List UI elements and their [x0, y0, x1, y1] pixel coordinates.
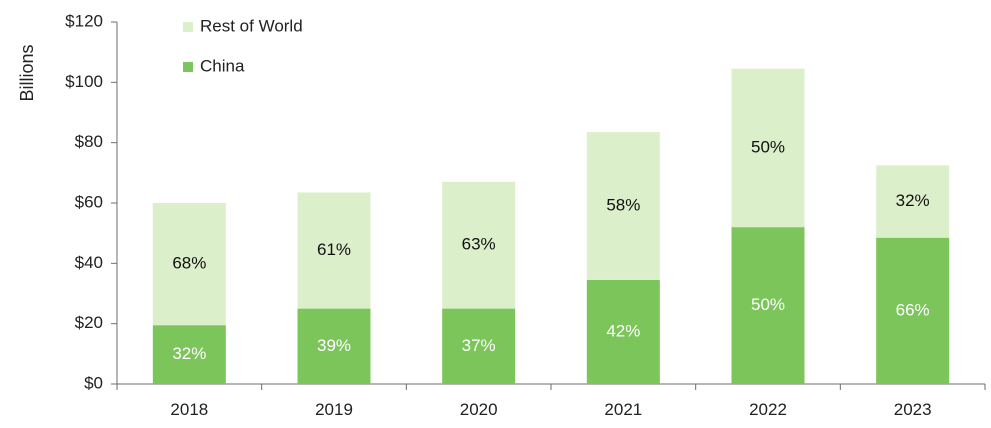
bar-data-label: 39%: [317, 336, 351, 355]
bar-data-label: 37%: [462, 336, 496, 355]
bar-rest-of-world: [876, 165, 950, 238]
y-tick-label: $20: [75, 313, 103, 332]
bar-data-label: 66%: [896, 300, 930, 319]
bar-rest-of-world: [152, 203, 226, 326]
bar-data-label: 68%: [172, 254, 206, 273]
bar-data-label: 50%: [751, 295, 785, 314]
bar-data-label: 32%: [172, 344, 206, 363]
bar-china: [152, 325, 226, 384]
y-axis: $0 $20 $40 $60 $80 $100 $120: [65, 11, 118, 392]
y-axis-title: Billions: [17, 44, 37, 101]
x-tick-label: 2018: [170, 400, 208, 419]
y-tick-label: $80: [75, 132, 103, 151]
y-tick-label: $100: [65, 72, 103, 91]
bar-data-label: 42%: [606, 321, 640, 340]
y-tick-label: $120: [65, 11, 103, 30]
x-tick-label: 2022: [749, 400, 787, 419]
x-axis: 2018 2019 2020 2021 2022 2023: [116, 383, 986, 419]
x-tick-label: 2020: [460, 400, 498, 419]
bar-china: [586, 279, 660, 384]
bar-data-label: 32%: [896, 191, 930, 210]
bar-china: [876, 237, 950, 384]
legend-swatch: [183, 22, 193, 32]
legend-swatch: [183, 62, 193, 72]
bar-data-label: 61%: [317, 240, 351, 259]
y-tick-label: $0: [84, 373, 103, 392]
bar-rest-of-world: [442, 181, 516, 309]
x-tick-label: 2023: [894, 400, 932, 419]
bar-rest-of-world: [731, 68, 805, 228]
x-tick-label: 2021: [604, 400, 642, 419]
bar-china: [442, 308, 516, 384]
legend-label: China: [200, 56, 245, 75]
bar-china: [731, 227, 805, 384]
bar-data-label: 63%: [462, 235, 496, 254]
y-tick-label: $60: [75, 192, 103, 211]
legend: Rest of World China: [183, 16, 303, 75]
legend-label: Rest of World: [200, 16, 303, 35]
bar-data-label: 50%: [751, 137, 785, 156]
bar-rest-of-world: [297, 192, 371, 309]
x-tick-label: 2019: [315, 400, 353, 419]
bars: [152, 68, 950, 384]
y-tick-label: $40: [75, 253, 103, 272]
data-labels: 32% 68% 39% 61% 37% 63% 42% 58% 50% 50% 66% 32%: [172, 137, 929, 363]
bar-data-label: 58%: [606, 196, 640, 215]
bar-rest-of-world: [586, 132, 660, 280]
bar-china: [297, 308, 371, 384]
